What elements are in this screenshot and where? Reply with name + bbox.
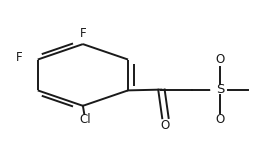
Text: O: O — [161, 119, 170, 133]
Text: Cl: Cl — [80, 113, 91, 126]
Text: O: O — [215, 113, 225, 126]
Text: S: S — [216, 83, 224, 96]
Text: O: O — [215, 53, 225, 66]
Circle shape — [211, 84, 230, 95]
Text: F: F — [16, 52, 22, 64]
Text: F: F — [80, 27, 86, 40]
